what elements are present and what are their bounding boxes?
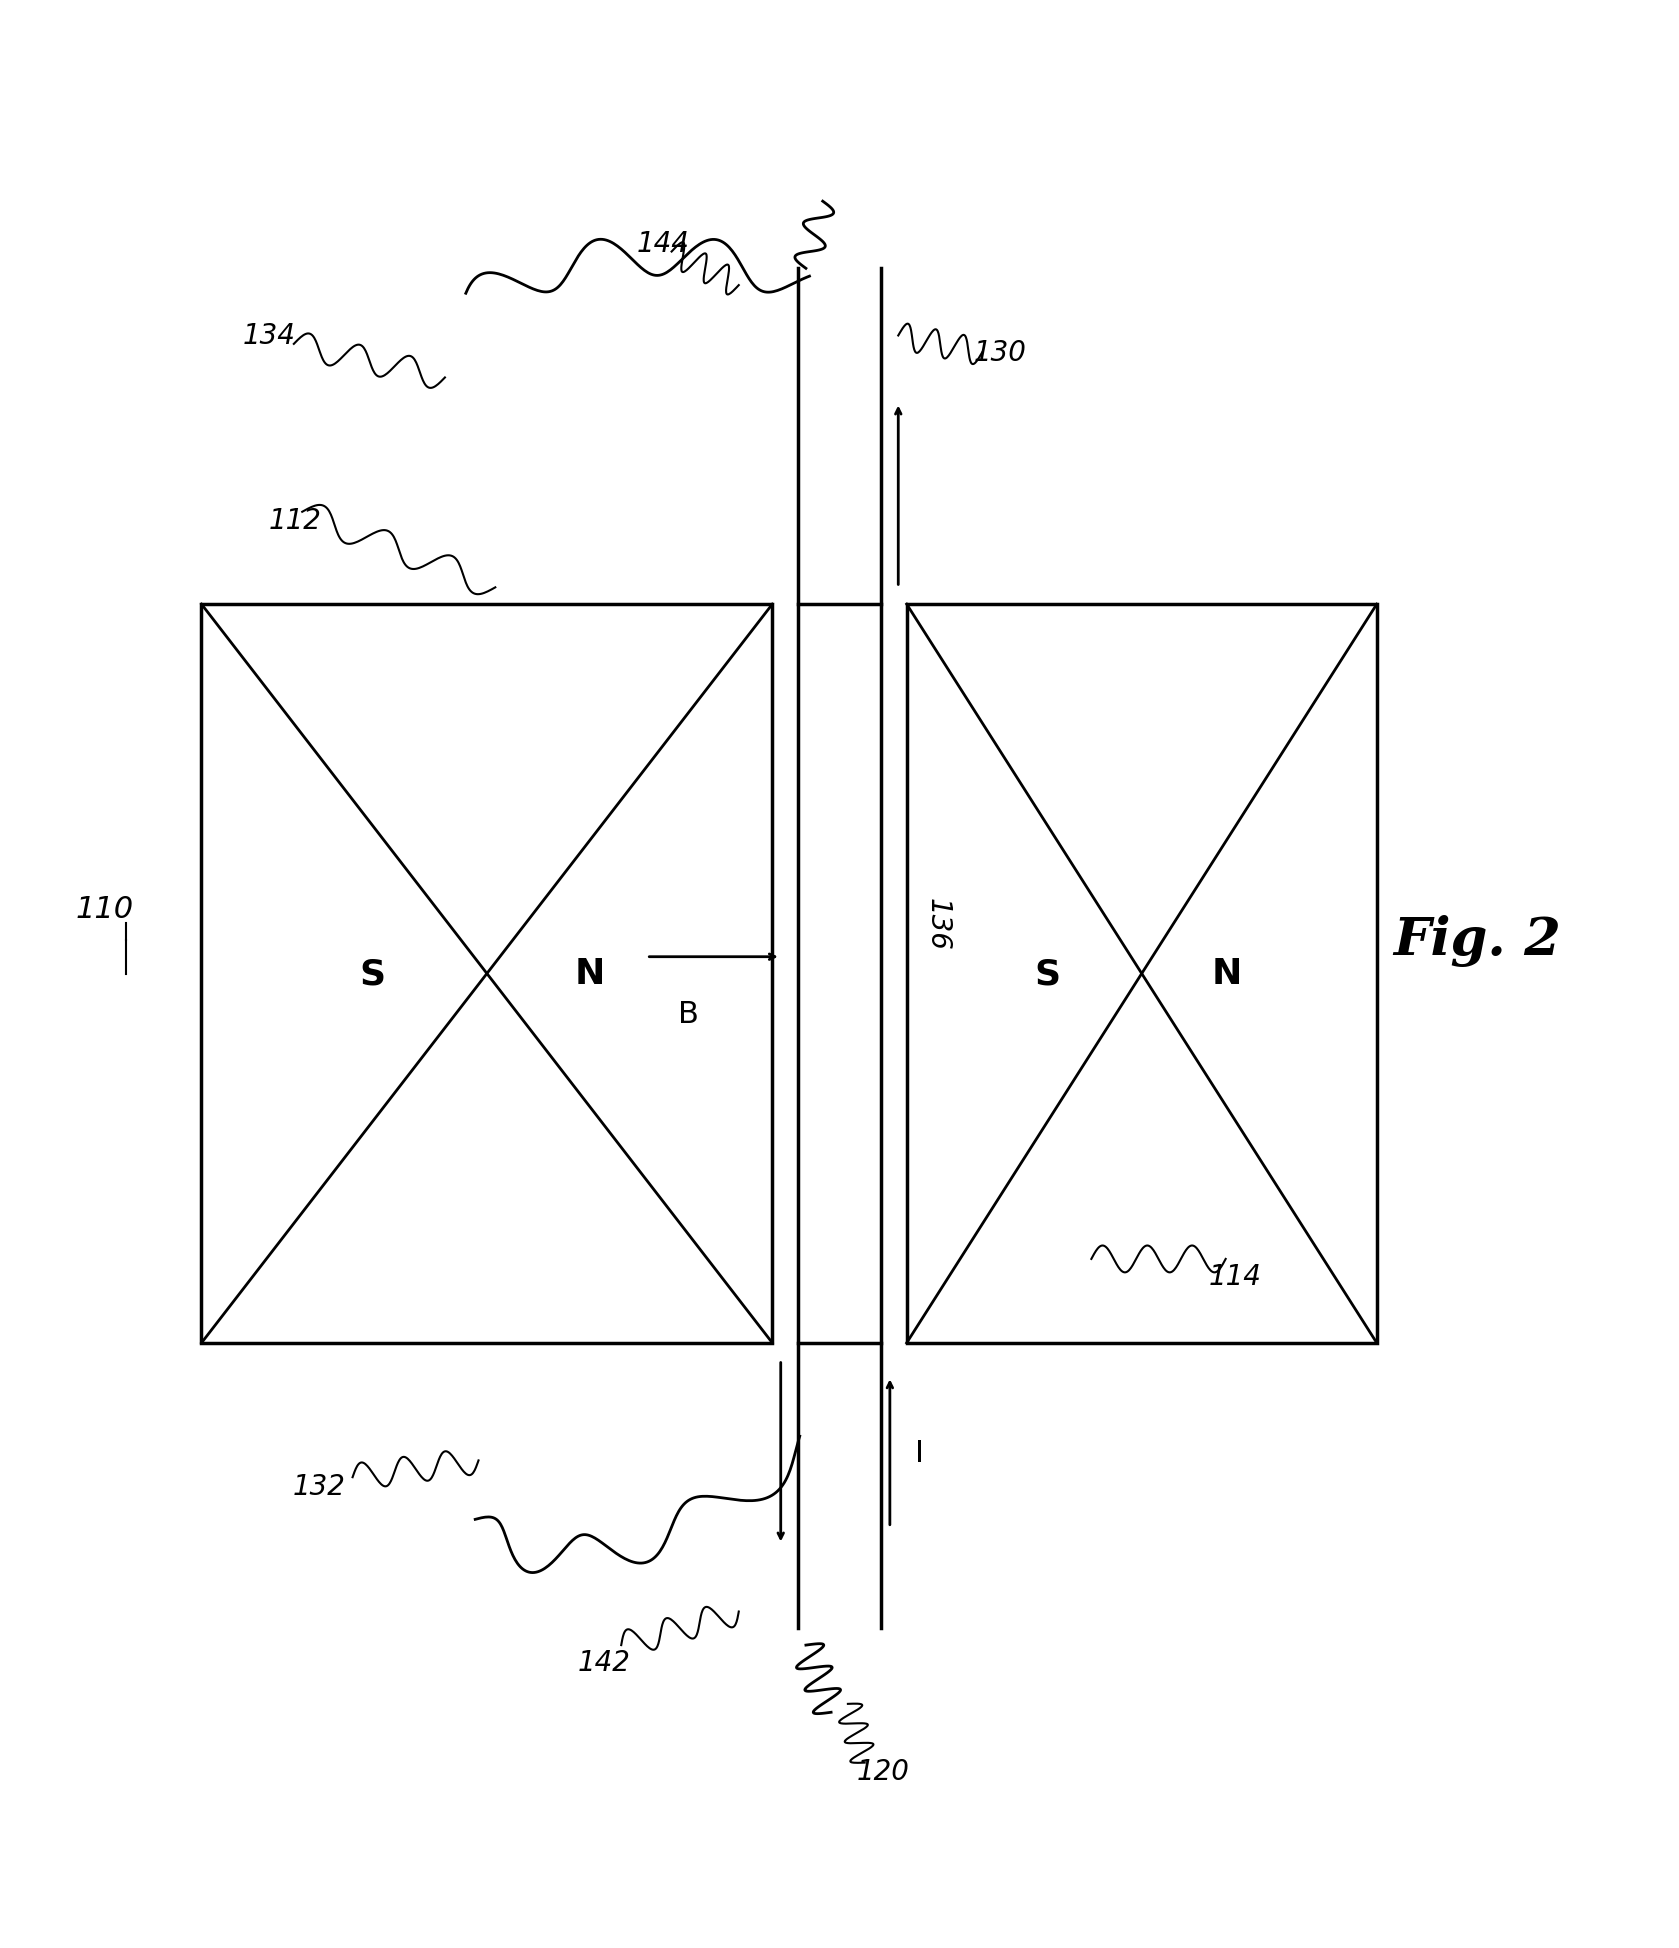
Text: 142: 142 <box>578 1648 631 1675</box>
Text: B: B <box>678 999 698 1029</box>
Text: S: S <box>359 956 386 992</box>
Text: 114: 114 <box>1209 1262 1261 1290</box>
Text: 110: 110 <box>76 894 134 923</box>
Text: N: N <box>574 956 604 992</box>
Text: N: N <box>1211 956 1241 992</box>
Text: 132: 132 <box>292 1473 346 1500</box>
Text: 136: 136 <box>923 898 952 951</box>
Text: I: I <box>915 1438 923 1467</box>
Text: 134: 134 <box>242 321 296 351</box>
Bar <box>201 604 772 1344</box>
Bar <box>907 604 1377 1344</box>
Text: Fig. 2: Fig. 2 <box>1394 914 1561 966</box>
Text: S: S <box>1034 956 1061 992</box>
Text: 144: 144 <box>636 230 690 257</box>
Text: 120: 120 <box>856 1757 908 1784</box>
Text: 112: 112 <box>269 506 321 536</box>
Text: 130: 130 <box>974 339 1026 366</box>
